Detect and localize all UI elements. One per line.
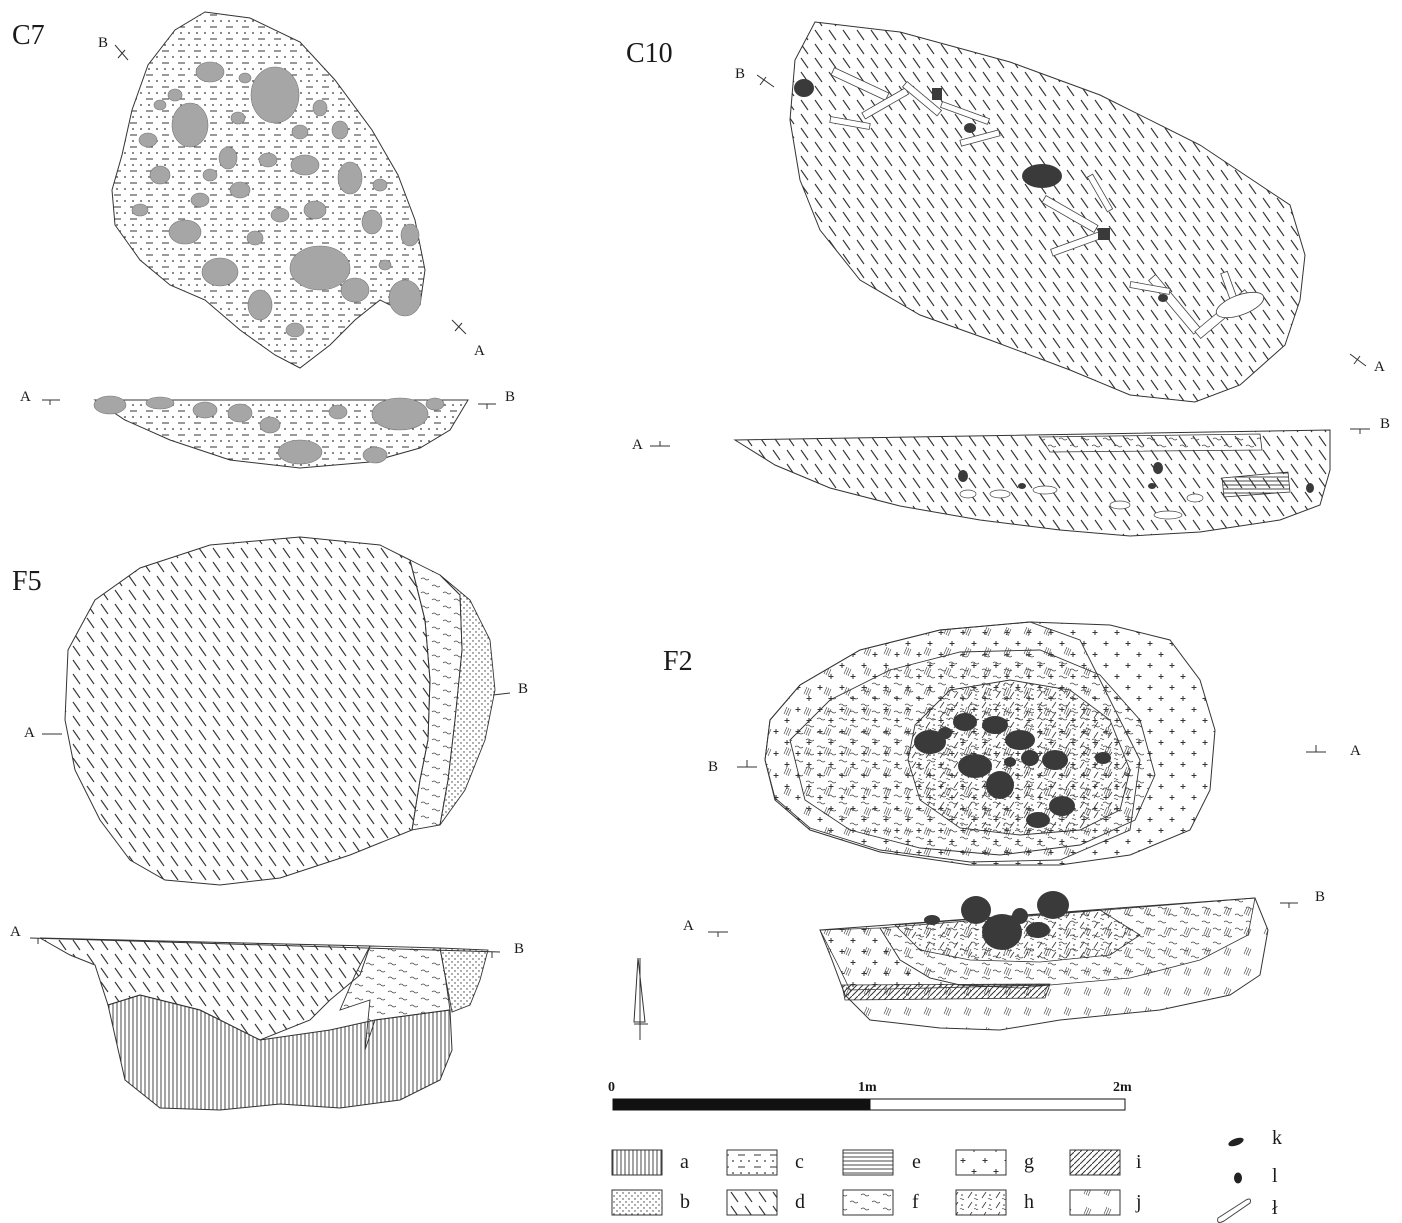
c7-plan-label-a: A (474, 343, 485, 359)
c10-section-label-a: A (632, 437, 643, 453)
f5-plan (42, 536, 511, 886)
f5-section-layer-b (439, 947, 489, 1013)
c7-title: C7 (12, 20, 45, 51)
f5-section (29, 937, 501, 1111)
legend-symbol-label-l: l (1272, 1165, 1278, 1187)
c10-plan-label-b: B (735, 66, 746, 82)
scale-label-1m: 1m (858, 1080, 877, 1095)
c7-plan-label-b: B (98, 35, 109, 51)
scale-label-0: 0 (608, 1080, 615, 1095)
legend-swatch-f (842, 1189, 894, 1216)
legend-swatch-h (955, 1189, 1007, 1216)
f5-plan-outline-d (64, 536, 431, 886)
legend-swatch-e (842, 1149, 894, 1176)
c10-section (650, 428, 1370, 537)
legend-label-h: h (1024, 1191, 1034, 1213)
legend-swatch-a (611, 1149, 663, 1176)
c10-dark-stones (794, 79, 1168, 302)
c7-section-label-a: A (20, 389, 31, 405)
legend-label-j: j (1136, 1191, 1142, 1213)
legend-swatch-i (1069, 1149, 1121, 1176)
c7-section-marker-a (451, 319, 467, 335)
f5-plan-label-b: B (518, 681, 529, 697)
legend-symbol-label-k: k (1272, 1127, 1282, 1149)
c10-plan-outline (789, 21, 1306, 403)
legend-swatch-d (726, 1189, 778, 1216)
c10-bones (829, 67, 1265, 339)
legend-label-d: d (795, 1191, 805, 1213)
c7-stones (131, 61, 422, 338)
f2-section (708, 891, 1298, 1031)
c10-title: C10 (626, 38, 673, 69)
legend-label-i: i (1136, 1151, 1142, 1173)
f2-plan-label-b: B (708, 759, 719, 775)
c10-section-outline (733, 429, 1331, 537)
f2-plan (737, 621, 1326, 866)
f5-title: F5 (12, 566, 42, 597)
scale-bar-black (612, 1098, 871, 1111)
legend-swatch-j (1069, 1189, 1121, 1216)
legend-label-e: e (912, 1151, 921, 1173)
legend-swatch-b (611, 1189, 663, 1216)
scale-bar (612, 1098, 1126, 1111)
f2-dark-stones (914, 713, 1111, 828)
f2-section-label-b: B (1315, 889, 1326, 905)
c7-section-label-b: B (505, 389, 516, 405)
legend-label-c: c (795, 1151, 804, 1173)
legend-symbol-label-bone: ł (1272, 1197, 1278, 1219)
north-arrow-icon (633, 957, 648, 1040)
legend-swatches (611, 1149, 1121, 1216)
legend-label-f: f (912, 1191, 919, 1213)
legend-swatch-c (726, 1149, 778, 1176)
legend-swatch-g (955, 1149, 1007, 1176)
c10-section-marker-a (1349, 353, 1367, 367)
c7-plan-outline (111, 11, 426, 369)
c10-plan-label-a: A (1374, 359, 1385, 375)
scale-label-2m: 2m (1113, 1080, 1132, 1095)
f5-plan-layer-b (439, 574, 496, 826)
c10-section-label-b: B (1380, 416, 1391, 432)
f2-section-layer-i (841, 983, 1051, 1001)
c7-plan (111, 11, 467, 369)
f2-section-label-a: A (683, 918, 694, 934)
legend-symbols (1217, 1137, 1251, 1223)
legend-symbol-l-icon (1234, 1172, 1242, 1184)
f2-title: F2 (663, 646, 693, 677)
c7-section-marker-b (114, 44, 129, 61)
c7-section (42, 395, 496, 469)
legend-label-b: b (680, 1191, 690, 1213)
c10-section-marker-b (756, 74, 775, 88)
c10-plan (756, 21, 1367, 403)
f5-section-label-a: A (10, 924, 21, 940)
legend-label-a: a (680, 1151, 689, 1173)
legend-symbol-k-icon (1228, 1137, 1244, 1147)
f2-plan-label-a: A (1350, 743, 1361, 759)
legend-symbol-bone-icon (1217, 1198, 1251, 1223)
scale-bar-white (869, 1098, 1126, 1111)
f5-plan-label-a: A (24, 725, 35, 741)
legend-label-g: g (1024, 1151, 1034, 1173)
f5-section-label-b: B (514, 941, 525, 957)
